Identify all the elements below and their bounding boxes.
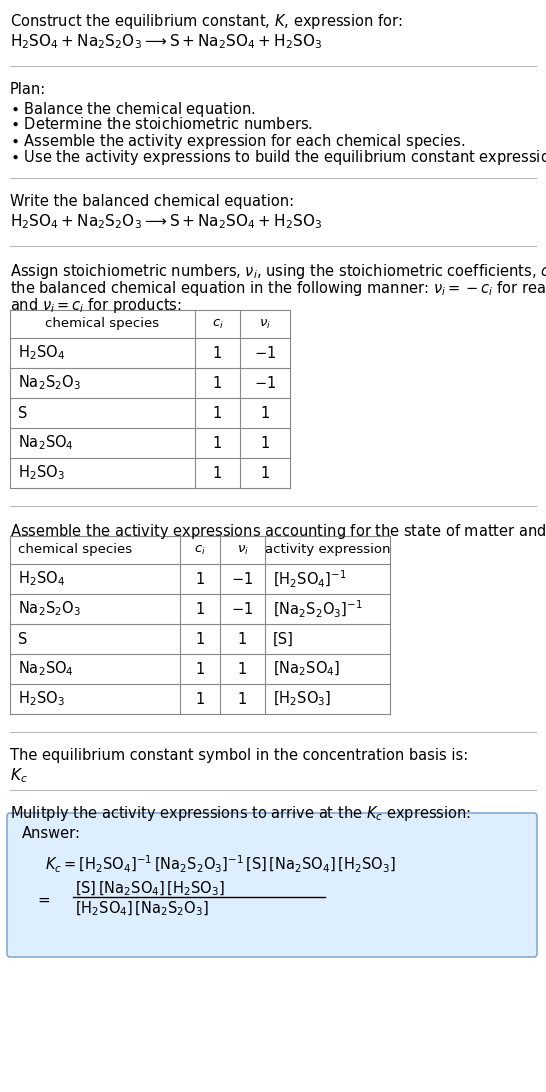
Text: S: S [18,405,27,420]
Text: 1: 1 [195,691,205,707]
Text: S: S [18,631,27,646]
Text: $[\mathrm{H_2SO_4}]^{-1}$: $[\mathrm{H_2SO_4}]^{-1}$ [273,569,347,590]
Text: $\bullet$ Balance the chemical equation.: $\bullet$ Balance the chemical equation. [10,100,256,119]
Text: 1: 1 [213,405,222,420]
Text: and $\nu_i = c_i$ for products:: and $\nu_i = c_i$ for products: [10,296,182,314]
Text: 1: 1 [260,436,270,451]
Text: $K_c = [\mathrm{H_2SO_4}]^{-1}\,[\mathrm{Na_2S_2O_3}]^{-1}\,[\mathrm{S}]\,[\math: $K_c = [\mathrm{H_2SO_4}]^{-1}\,[\mathrm… [45,854,396,875]
Text: 1: 1 [195,631,205,646]
Text: $-1$: $-1$ [232,601,253,617]
Text: Write the balanced chemical equation:: Write the balanced chemical equation: [10,194,294,209]
Text: 1: 1 [195,662,205,677]
Text: $[\mathrm{S}]\,[\mathrm{Na_2SO_4}]\,[\mathrm{H_2SO_3}]$: $[\mathrm{S}]\,[\mathrm{Na_2SO_4}]\,[\ma… [75,880,225,899]
Text: $\bullet$ Use the activity expressions to build the equilibrium constant express: $\bullet$ Use the activity expressions t… [10,149,546,167]
Text: 1: 1 [213,436,222,451]
Text: 1: 1 [238,631,247,646]
Text: $\bullet$ Assemble the activity expression for each chemical species.: $\bullet$ Assemble the activity expressi… [10,132,465,151]
Text: $[\mathrm{Na_2S_2O_3}]^{-1}$: $[\mathrm{Na_2S_2O_3}]^{-1}$ [273,598,363,619]
Text: 1: 1 [260,465,270,480]
Text: $[\mathrm{H_2SO_4}]\,[\mathrm{Na_2S_2O_3}]$: $[\mathrm{H_2SO_4}]\,[\mathrm{Na_2S_2O_3… [75,900,209,918]
Text: $\mathrm{H_2SO_3}$: $\mathrm{H_2SO_3}$ [18,464,64,483]
Text: Assemble the activity expressions accounting for the state of matter and $\nu_i$: Assemble the activity expressions accoun… [10,522,546,541]
Text: 1: 1 [238,691,247,707]
FancyBboxPatch shape [7,814,537,957]
Text: chemical species: chemical species [18,544,132,557]
Text: 1: 1 [213,345,222,360]
Text: The equilibrium constant symbol in the concentration basis is:: The equilibrium constant symbol in the c… [10,748,468,763]
Text: $[\mathrm{Na_2SO_4}]$: $[\mathrm{Na_2SO_4}]$ [273,660,340,678]
Text: $c_i$: $c_i$ [212,318,223,331]
Text: $\bullet$ Determine the stoichiometric numbers.: $\bullet$ Determine the stoichiometric n… [10,116,313,132]
Text: $\mathrm{Na_2S_2O_3}$: $\mathrm{Na_2S_2O_3}$ [18,600,81,618]
Text: $\mathrm{H_2SO_4}$: $\mathrm{H_2SO_4}$ [18,570,65,589]
Text: chemical species: chemical species [45,318,159,331]
Text: =: = [37,893,50,909]
Text: $\nu_i$: $\nu_i$ [236,544,248,557]
Text: $\mathrm{H_2SO_4}$: $\mathrm{H_2SO_4}$ [18,344,65,363]
Text: 1: 1 [195,602,205,617]
Text: activity expression: activity expression [265,544,390,557]
Text: $K_c$: $K_c$ [10,765,28,785]
Text: Assign stoichiometric numbers, $\nu_i$, using the stoichiometric coefficients, $: Assign stoichiometric numbers, $\nu_i$, … [10,262,546,281]
Text: $\mathrm{Na_2SO_4}$: $\mathrm{Na_2SO_4}$ [18,660,74,678]
Text: 1: 1 [260,405,270,420]
Text: Plan:: Plan: [10,82,46,97]
Text: [S]: [S] [273,631,294,646]
Text: $\mathrm{H_2SO_3}$: $\mathrm{H_2SO_3}$ [18,690,64,709]
Text: $\mathrm{H_2SO_4 + Na_2S_2O_3 \longrightarrow S + Na_2SO_4 + H_2SO_3}$: $\mathrm{H_2SO_4 + Na_2S_2O_3 \longright… [10,32,322,50]
Text: 1: 1 [213,465,222,480]
Text: $-1$: $-1$ [254,345,276,361]
Text: $\mathrm{Na_2S_2O_3}$: $\mathrm{Na_2S_2O_3}$ [18,373,81,392]
Text: 1: 1 [213,376,222,391]
Text: Construct the equilibrium constant, $K$, expression for:: Construct the equilibrium constant, $K$,… [10,12,402,31]
Text: $c_i$: $c_i$ [194,544,206,557]
Text: $\mathrm{H_2SO_4 + Na_2S_2O_3 \longrightarrow S + Na_2SO_4 + H_2SO_3}$: $\mathrm{H_2SO_4 + Na_2S_2O_3 \longright… [10,212,322,230]
Text: $\mathrm{Na_2SO_4}$: $\mathrm{Na_2SO_4}$ [18,434,74,452]
Text: 1: 1 [195,571,205,586]
Text: $\nu_i$: $\nu_i$ [259,318,271,331]
Text: the balanced chemical equation in the following manner: $\nu_i = -c_i$ for react: the balanced chemical equation in the fo… [10,278,546,298]
Text: $-1$: $-1$ [254,375,276,391]
Text: Mulitply the activity expressions to arrive at the $K_c$ expression:: Mulitply the activity expressions to arr… [10,804,471,823]
Text: 1: 1 [238,662,247,677]
Text: $-1$: $-1$ [232,571,253,587]
Text: Answer:: Answer: [22,826,81,841]
Text: $[\mathrm{H_2SO_3}]$: $[\mathrm{H_2SO_3}]$ [273,690,331,709]
